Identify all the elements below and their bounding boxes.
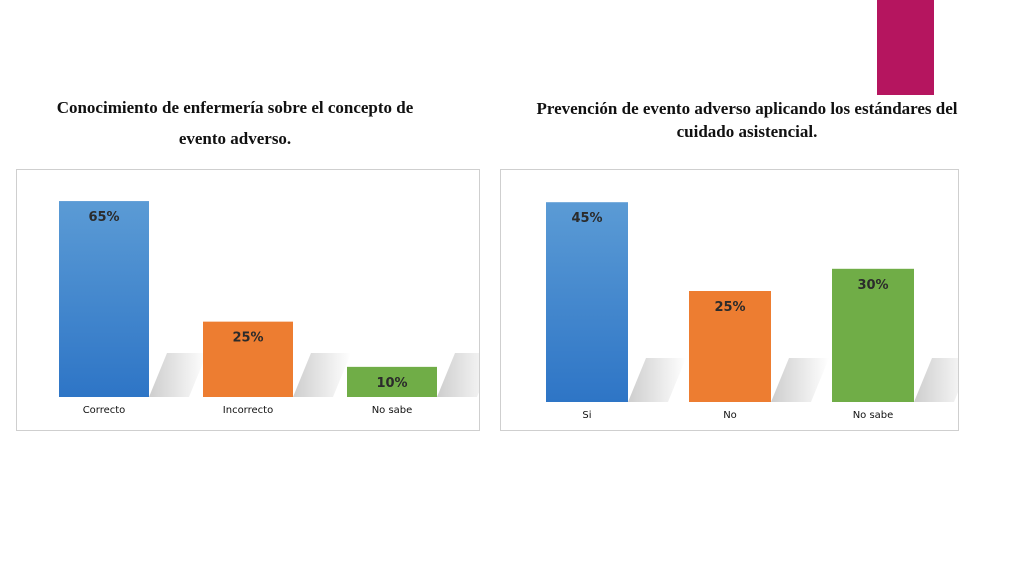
category-label: Si	[582, 410, 591, 421]
chart-2-title: Prevención de evento adverso aplicando l…	[500, 97, 994, 143]
chart-2-frame: 45% Si 25% No 30% No sabe	[500, 169, 959, 431]
bar-shadow	[628, 358, 686, 402]
chart-1-title-line-2: evento adverso.	[178, 129, 292, 148]
bar-incorrecto	[203, 321, 293, 397]
category-label: Correcto	[83, 405, 126, 416]
chart-1-svg: 65% Correcto 25% Incorrecto 10% No sabe	[59, 201, 479, 416]
data-label: 45%	[571, 211, 602, 226]
category-label: No sabe	[372, 405, 413, 416]
bar-si	[546, 202, 628, 402]
category-label: No sabe	[853, 410, 894, 421]
bar-shadow	[293, 353, 351, 397]
bar-shadow	[914, 358, 958, 402]
data-label: 25%	[714, 300, 745, 315]
chart-2-title-line-2: cuidado asistencial.	[676, 122, 818, 141]
bar-shadow	[437, 353, 479, 397]
bar-shadow	[771, 358, 829, 402]
category-label: No	[723, 410, 737, 421]
bar-correcto	[59, 201, 149, 397]
bar-no-sabe	[347, 366, 437, 397]
data-label: 65%	[88, 210, 119, 225]
bar-no-sabe	[832, 268, 914, 402]
data-label: 25%	[232, 331, 263, 346]
chart-2-svg: 45% Si 25% No 30% No sabe	[546, 202, 958, 421]
data-label: 30%	[857, 278, 888, 293]
chart-1-title-line-1: Conocimiento de enfermería sobre el conc…	[56, 98, 414, 117]
category-label: Incorrecto	[223, 405, 273, 416]
data-label: 10%	[376, 376, 407, 391]
bar-shadow	[149, 353, 207, 397]
bar-no	[689, 291, 771, 402]
chart-1-title: Conocimiento de enfermería sobre el conc…	[20, 92, 450, 154]
chart-1-frame: 65% Correcto 25% Incorrecto 10% No sabe	[16, 169, 480, 431]
accent-bar	[877, 0, 934, 95]
chart-2-title-line-1: Prevención de evento adverso aplicando l…	[536, 99, 958, 118]
